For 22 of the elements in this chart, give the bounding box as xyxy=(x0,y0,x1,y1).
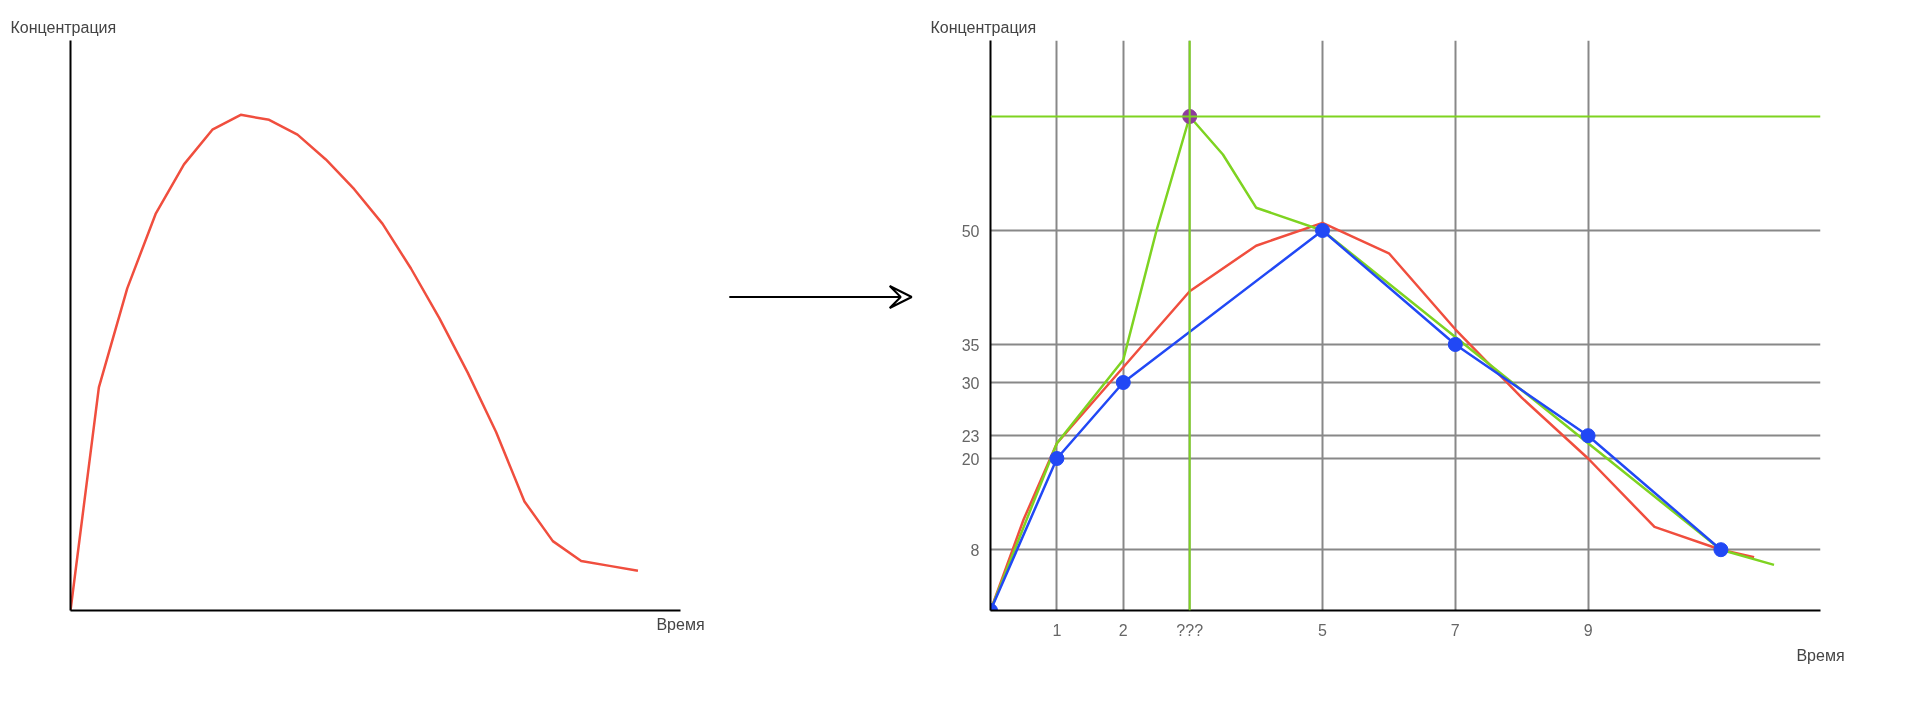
x-axis-title: Время xyxy=(656,615,705,633)
point xyxy=(1580,428,1596,444)
x-tick-label: 7 xyxy=(1450,621,1460,639)
y-tick-label: 23 xyxy=(961,427,980,445)
x-tick-label: 9 xyxy=(1583,621,1593,639)
point xyxy=(1447,337,1463,352)
y-tick-label: 50 xyxy=(961,222,980,240)
y-tick-label: 20 xyxy=(961,450,980,468)
y-tick-label: 35 xyxy=(961,336,980,354)
x-tick-label: 2 xyxy=(1118,621,1128,639)
x-axis-title: Время xyxy=(1796,646,1845,664)
point xyxy=(1713,542,1729,558)
chart-title: Концентрация xyxy=(10,18,117,36)
x-tick-label: 5 xyxy=(1318,621,1328,639)
x-tick-label: ??? xyxy=(1176,621,1204,639)
y-tick-label: 30 xyxy=(961,374,980,392)
chart-title: Концентрация xyxy=(930,18,1037,36)
point xyxy=(1049,451,1065,466)
point xyxy=(1315,223,1330,238)
point xyxy=(1115,375,1131,390)
x-tick-label: 1 xyxy=(1052,621,1062,639)
y-tick-label: 8 xyxy=(970,541,980,559)
